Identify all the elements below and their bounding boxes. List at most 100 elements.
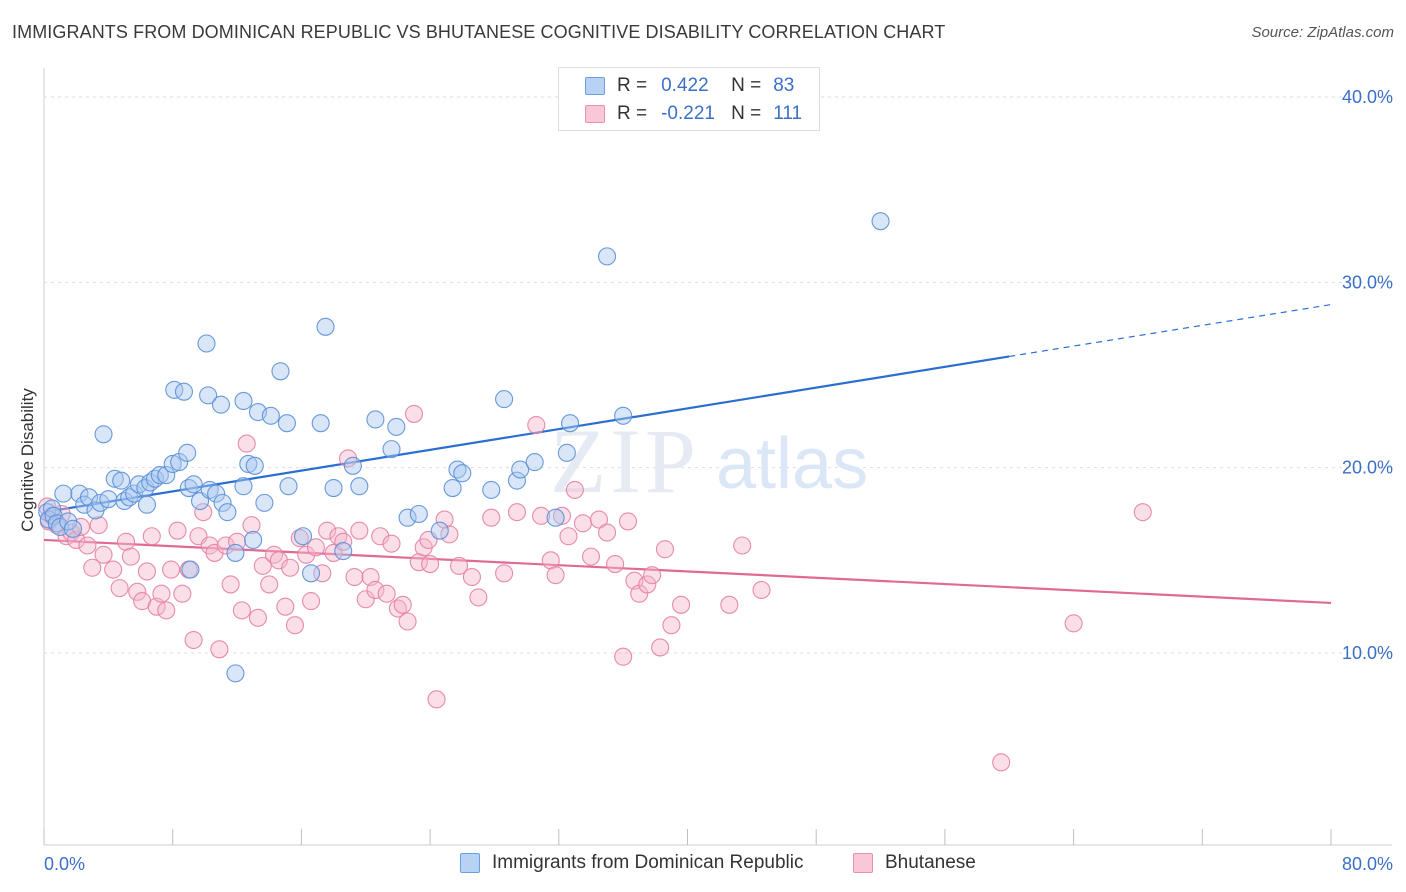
data-point [137, 495, 157, 514]
grid-lines [44, 96, 1392, 654]
data-point [638, 575, 657, 594]
legend-label: Bhutanese [885, 852, 976, 873]
data-point [197, 334, 216, 353]
data-point [152, 584, 171, 603]
points-dominican [38, 212, 890, 683]
data-point [173, 584, 192, 603]
data-point [150, 466, 169, 485]
data-point [387, 417, 406, 436]
data-point [216, 536, 235, 555]
data-point [733, 536, 752, 555]
data-point [409, 504, 428, 524]
chart-title: IMMIGRANTS FROM DOMINICAN REPUBLIC VS BH… [12, 22, 946, 42]
data-point [253, 556, 272, 575]
data-point [205, 543, 224, 562]
data-point [614, 647, 633, 666]
data-point [105, 469, 124, 488]
data-point [366, 410, 385, 429]
data-point [343, 456, 362, 475]
data-point [163, 454, 182, 474]
data-point [285, 616, 305, 635]
data-point [482, 508, 501, 527]
data-point [430, 521, 449, 540]
data-point [277, 414, 296, 433]
data-point [184, 475, 203, 494]
r-label: R = [617, 103, 648, 124]
data-point [255, 493, 274, 512]
data-point [174, 382, 194, 401]
data-point [226, 664, 245, 683]
data-point [210, 640, 229, 659]
data-point [302, 592, 321, 611]
legend-item-dominican[interactable]: Immigrants from Dominican Republic [460, 852, 804, 874]
data-point [242, 516, 261, 535]
data-point [78, 536, 97, 555]
data-point [89, 516, 108, 535]
data-point [324, 479, 343, 498]
data-point [116, 532, 136, 551]
data-point [157, 466, 176, 485]
stats-legend: R = 0.422 N = 83 R = -0.221 N = 111 [558, 67, 820, 131]
y-tick-label: 40.0% [1342, 87, 1393, 107]
data-point [178, 443, 197, 462]
y-tick-label: 20.0% [1342, 458, 1393, 478]
data-point [720, 595, 739, 614]
data-point [382, 534, 401, 553]
data-point [443, 479, 462, 498]
data-point [207, 484, 226, 503]
data-point [507, 503, 527, 522]
data-point [248, 608, 268, 627]
data-point [137, 562, 157, 581]
data-point [316, 317, 335, 336]
data-point [527, 415, 546, 435]
data-point [565, 480, 584, 499]
data-point [409, 553, 428, 572]
y-axis-label: Cognitive Disability [18, 388, 37, 532]
data-point [276, 597, 295, 616]
data-point [110, 579, 129, 598]
data-point [655, 540, 675, 559]
data-point [237, 434, 256, 453]
y-tick-label: 30.0% [1342, 272, 1393, 292]
trend-line-dominican [43, 303, 1332, 514]
data-point [440, 525, 459, 544]
data-point [350, 477, 369, 496]
data-point [606, 554, 625, 574]
data-point [142, 527, 161, 546]
data-point [99, 490, 118, 509]
x-tick-label: 0.0% [44, 854, 85, 874]
data-point [404, 404, 424, 423]
data-point [511, 460, 530, 479]
data-point [94, 425, 113, 444]
data-point [421, 554, 440, 574]
data-point [94, 545, 113, 564]
data-point [382, 440, 401, 459]
legend-item-bhutanese[interactable]: Bhutanese [853, 852, 976, 874]
data-point [306, 538, 325, 557]
data-point [453, 464, 472, 483]
trend-solid [43, 355, 1010, 514]
data-point [63, 519, 83, 538]
data-point [427, 690, 446, 709]
x-tick-label: 80.0% [1342, 854, 1393, 874]
data-point [302, 564, 321, 583]
data-point [541, 551, 560, 570]
data-point [226, 543, 245, 562]
data-point [546, 566, 565, 585]
data-point [581, 547, 601, 566]
data-point [199, 386, 218, 405]
trend-line-bhutanese [43, 538, 1332, 605]
data-point [311, 414, 330, 433]
data-point [356, 590, 375, 609]
legend-swatch-blue [585, 77, 605, 95]
source-credit: Source: ZipAtlas.com [1251, 24, 1394, 41]
data-point [279, 477, 298, 496]
data-point [662, 616, 681, 635]
legend-label: Immigrants from Dominican Republic [492, 852, 804, 873]
data-point [495, 390, 514, 409]
data-point [614, 406, 633, 425]
data-point [462, 567, 481, 587]
points-bhutanese [38, 404, 1152, 772]
data-point [752, 580, 771, 600]
data-point [128, 582, 147, 601]
